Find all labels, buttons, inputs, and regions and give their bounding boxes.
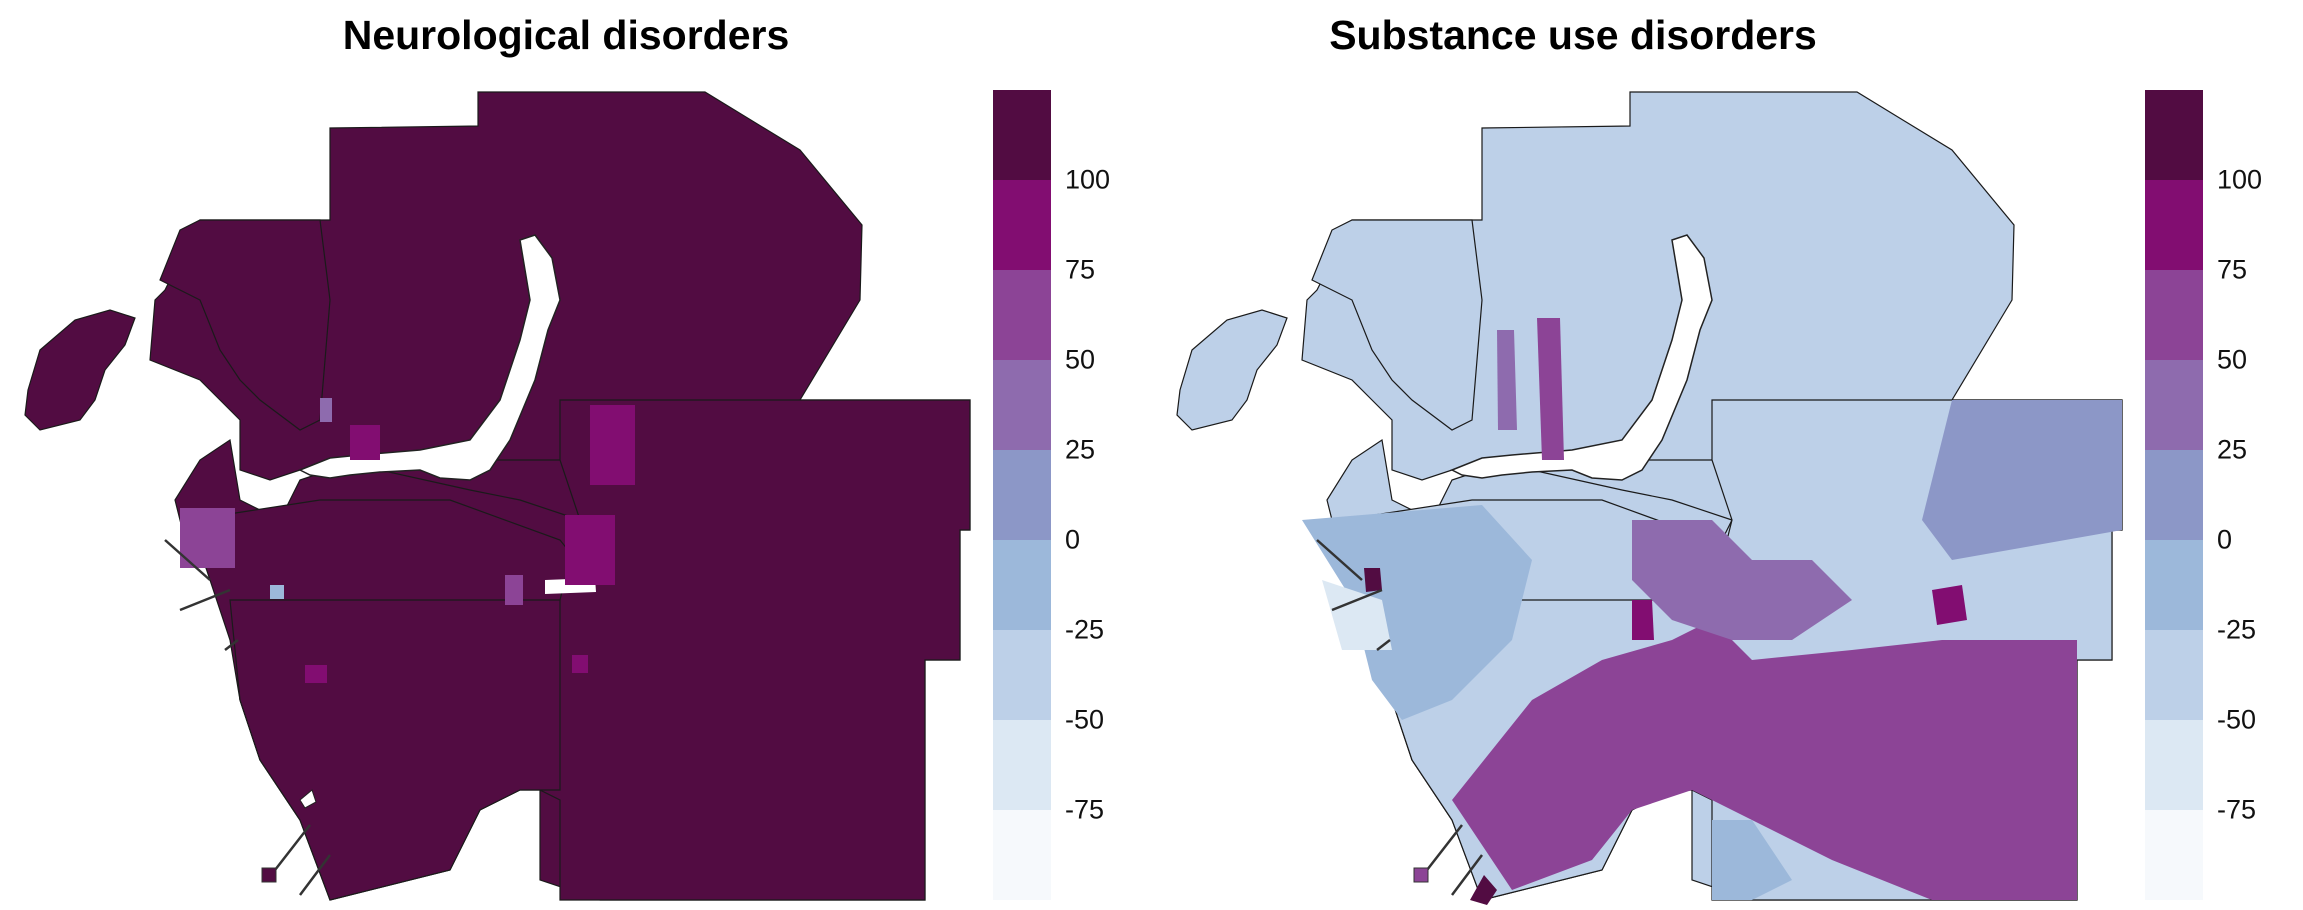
legend-swatch <box>2145 360 2203 450</box>
tract-patch <box>305 665 327 683</box>
region-north-shore <box>1311 219 1483 431</box>
legend-swatch <box>993 630 1051 720</box>
tract-patch <box>1470 875 1497 905</box>
legend-swatch <box>993 720 1051 810</box>
tract-patch <box>350 425 380 460</box>
legend-swatch <box>2145 630 2203 720</box>
legend-tick-label: 75 <box>1065 254 1096 285</box>
legend-swatch <box>2145 450 2203 540</box>
tract-patch <box>1537 318 1564 460</box>
color-legend: 100 75 50 25 0 -25 -50 -75 <box>993 90 1110 900</box>
legend-tick-label: -25 <box>1065 614 1105 645</box>
region-lower-south <box>229 599 561 901</box>
tract-patch <box>590 405 635 485</box>
tract-patch <box>1932 585 1967 625</box>
legend-swatch <box>2145 540 2203 630</box>
legend-swatch <box>2145 270 2203 360</box>
legend-swatch <box>993 90 1051 180</box>
legend-swatch <box>993 180 1051 270</box>
legend-tick-label: 100 <box>2217 164 2263 195</box>
tract-patch <box>1497 330 1517 430</box>
legend-swatch <box>993 270 1051 360</box>
legend-tick-label: 75 <box>2217 254 2248 285</box>
panel-title: Neurological disorders <box>342 12 790 58</box>
legend-tick-label: 0 <box>1065 524 1081 555</box>
panel-title: Substance use disorders <box>1329 12 1817 58</box>
legend-swatch <box>993 450 1051 540</box>
tract-patch <box>1712 820 1792 900</box>
choropleth-map <box>24 91 971 901</box>
value-patches <box>1302 318 2122 905</box>
region-island <box>1176 309 1288 431</box>
legend-tick-label: -50 <box>2217 704 2257 735</box>
choropleth-map <box>1176 91 2123 905</box>
map-base-regions <box>24 91 971 901</box>
legend-tick-label: 100 <box>1065 164 1111 195</box>
legend-swatch <box>993 360 1051 450</box>
tract-patch <box>270 585 284 599</box>
legend-swatch <box>2145 810 2203 900</box>
legend-tick-label: 25 <box>1065 434 1096 465</box>
tract-patch <box>1302 505 1532 720</box>
tract-patch <box>572 655 588 673</box>
tract-patch <box>320 398 332 422</box>
color-legend: 100 75 50 25 0 -25 -50 -75 <box>2145 90 2262 900</box>
tract-patch <box>180 508 235 568</box>
tract-patch <box>1364 568 1382 592</box>
legend-tick-label: -75 <box>1065 794 1105 825</box>
legend-swatch <box>993 540 1051 630</box>
region-north-shore <box>159 219 331 431</box>
tract-patch <box>505 575 523 605</box>
tract-patch <box>565 515 615 585</box>
legend-swatch <box>2145 720 2203 810</box>
tract-patch <box>1922 400 2122 560</box>
legend-tick-label: 50 <box>2217 344 2248 375</box>
legend-swatch <box>2145 180 2203 270</box>
legend-tick-label: 0 <box>2217 524 2233 555</box>
tract-patch <box>1452 620 2077 900</box>
legend-tick-label: -25 <box>2217 614 2257 645</box>
legend-swatch <box>993 810 1051 900</box>
panel-neurological-disorders: Neurological disorders <box>24 12 1110 901</box>
legend-tick-label: -75 <box>2217 794 2257 825</box>
piers <box>1316 539 1483 896</box>
legend-tick-label: -50 <box>1065 704 1105 735</box>
piers <box>164 539 331 896</box>
tract-patch <box>1632 520 1852 640</box>
panel-substance-use-disorders: Substance use disorders <box>1152 0 2303 910</box>
legend-tick-label: 25 <box>2217 434 2248 465</box>
inlet-water <box>298 234 596 809</box>
value-patches <box>180 398 635 683</box>
tract-patch <box>1632 600 1654 640</box>
legend-tick-label: 50 <box>1065 344 1096 375</box>
tract-patch <box>1322 580 1392 650</box>
region-island <box>24 309 136 431</box>
legend-swatch <box>2145 90 2203 180</box>
